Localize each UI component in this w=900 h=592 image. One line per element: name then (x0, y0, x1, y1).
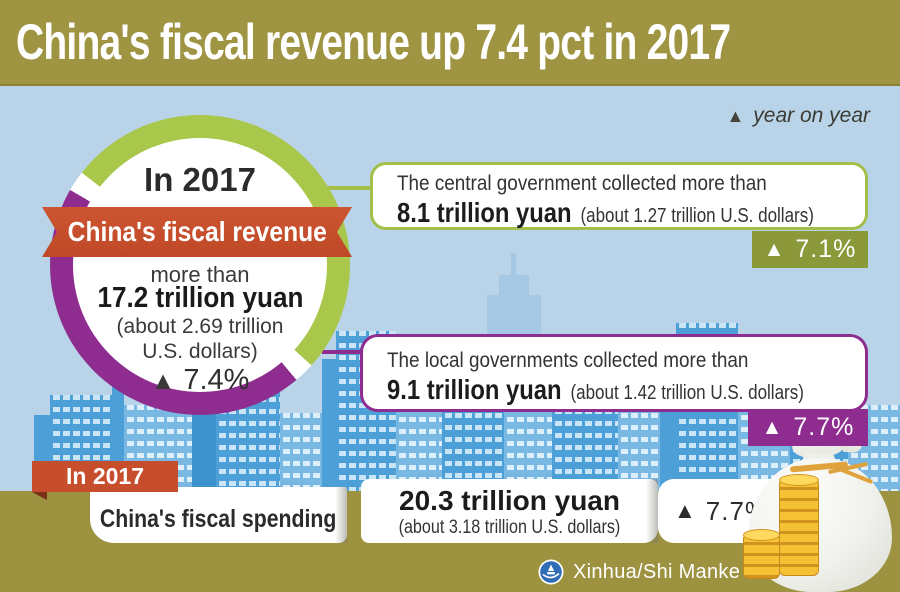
central-govt-box: The central government collected more th… (370, 162, 868, 230)
yoy-label: year on year (753, 104, 870, 127)
box-edge-shade (646, 479, 658, 543)
central-usd-note: (about 1.27 trillion U.S. dollars) (580, 205, 814, 227)
donut-year-label: In 2017 (144, 161, 256, 198)
donut-change: ▲ 7.4% (50, 364, 350, 397)
spending-label: China's fiscal spending (100, 504, 337, 533)
central-yoy-badge: ▲ 7.1% (752, 231, 868, 268)
money-bag-illustration (740, 420, 900, 592)
local-connector-line (322, 350, 366, 354)
yoy-legend: ▲ year on year (726, 104, 870, 128)
title-bar: China's fiscal revenue up 7.4 pct in 201… (0, 0, 900, 86)
spending-usd-note: (about 3.18 trillion U.S. dollars) (361, 517, 658, 539)
local-usd-note: (about 1.42 trillion U.S. dollars) (570, 382, 804, 404)
spending-year-label: In 2017 (66, 463, 144, 489)
credit-text: Xinhua/Shi Manke (573, 560, 741, 583)
local-yoy-value: 7.7% (793, 413, 855, 441)
up-triangle-icon: ▲ (761, 415, 784, 439)
local-box-line1: The local governments collected more tha… (387, 349, 865, 373)
local-box-line2: 9.1 trillion yuan (about 1.42 trillion U… (387, 374, 865, 406)
spending-amount: 20.3 trillion yuan (399, 485, 620, 516)
central-box-line1: The central government collected more th… (397, 172, 865, 196)
revenue-donut-chart: In 2017 China's fiscal revenue more than… (50, 115, 350, 415)
spending-amount-box: 20.3 trillion yuan (about 3.18 trillion … (361, 479, 658, 543)
box-edge-shade (335, 487, 347, 543)
central-connector-line (326, 186, 376, 190)
coin-stack-tall (779, 474, 819, 576)
building (280, 413, 322, 491)
local-yoy-badge: ▲ 7.7% (748, 409, 868, 446)
coin-stack-short (743, 529, 780, 579)
up-triangle-icon: ▲ (726, 105, 745, 126)
badge-fold (32, 492, 47, 500)
revenue-ribbon-label: China's fiscal revenue (67, 216, 327, 247)
credit: Xinhua/Shi Manke (538, 559, 740, 585)
revenue-ribbon: China's fiscal revenue (42, 207, 352, 257)
spending-usd-text: (about 3.18 trillion U.S. dollars) (398, 517, 621, 538)
donut-change-value: 7.4% (183, 364, 250, 396)
donut-amount-value: 17.2 trillion yuan (97, 282, 303, 314)
central-box-line2: 8.1 trillion yuan (about 1.27 trillion U… (397, 197, 865, 229)
donut-usd-line1: (about 2.69 trillion (116, 315, 284, 338)
donut-more-than: more than (150, 262, 250, 287)
donut-content: In 2017 China's fiscal revenue more than… (50, 115, 350, 415)
building (322, 359, 336, 491)
local-amount: 9.1 trillion yuan (387, 374, 562, 405)
local-govt-box: The local governments collected more tha… (360, 334, 868, 412)
central-amount: 8.1 trillion yuan (397, 197, 572, 228)
up-triangle-icon: ▲ (150, 367, 176, 395)
spending-label-box: China's fiscal spending (90, 487, 347, 543)
page-title: China's fiscal revenue up 7.4 pct in 201… (16, 14, 731, 70)
spending-year-badge: In 2017 (32, 461, 178, 500)
up-triangle-icon: ▲ (674, 498, 696, 523)
up-triangle-icon: ▲ (763, 237, 786, 261)
donut-hole (73, 138, 327, 392)
central-box-line1-text: The central government collected more th… (397, 172, 767, 195)
central-yoy-value: 7.1% (795, 235, 857, 263)
donut-usd-line2: U.S. dollars) (142, 340, 258, 363)
xinhua-logo-icon (538, 559, 564, 585)
local-box-line1-text: The local governments collected more tha… (387, 349, 749, 372)
donut-amount: 17.2 trillion yuan (50, 282, 350, 315)
